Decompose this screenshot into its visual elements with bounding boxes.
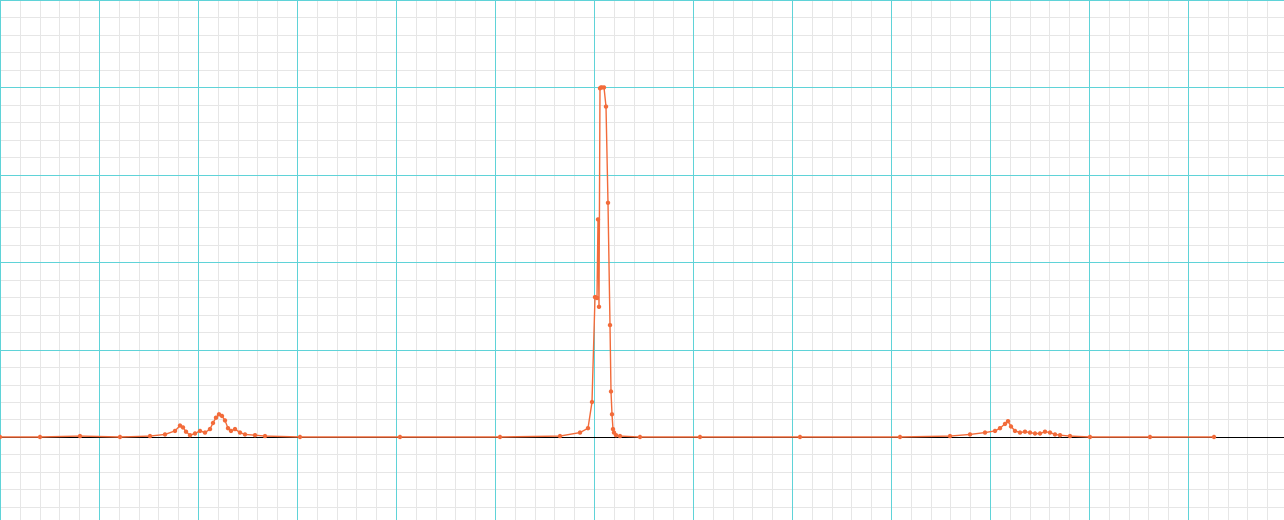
data-point [637, 434, 643, 440]
data-point [1047, 430, 1053, 435]
data-point [222, 418, 228, 423]
data-point [1037, 431, 1043, 436]
data-point [603, 104, 609, 109]
data-point [147, 433, 153, 439]
data-point [1042, 429, 1048, 434]
data-point [992, 428, 998, 434]
data-point [982, 430, 988, 435]
data-point [967, 432, 973, 437]
data-point [183, 429, 189, 434]
data-point [197, 428, 203, 434]
data-point [1057, 433, 1063, 438]
data-point [897, 434, 903, 440]
data-point [213, 415, 219, 420]
data-point [0, 434, 3, 440]
data-point [1002, 421, 1008, 427]
data-point [162, 432, 168, 437]
data-points [0, 85, 1217, 440]
data-point [37, 434, 43, 440]
data-point [187, 433, 193, 438]
data-point [242, 432, 248, 437]
data-point [219, 413, 225, 419]
data-point [1052, 432, 1058, 437]
data-point [172, 428, 178, 434]
data-point [1147, 434, 1153, 440]
data-point [207, 426, 213, 432]
data-point [228, 428, 234, 434]
data-point [609, 412, 615, 417]
data-point [225, 426, 231, 431]
data-point [594, 295, 600, 301]
data-point [77, 433, 83, 439]
data-point [605, 200, 611, 205]
data-point [192, 431, 198, 436]
data-point [608, 389, 614, 394]
data-point [997, 426, 1003, 431]
data-point [1017, 430, 1023, 435]
data-point [497, 434, 503, 440]
data-point [202, 430, 208, 435]
data-point [613, 433, 619, 438]
data-point [610, 426, 616, 432]
data-point [232, 426, 238, 432]
data-point [397, 434, 403, 440]
data-point [297, 434, 303, 440]
data-point [617, 433, 623, 439]
data-point [697, 434, 703, 440]
data-point [210, 420, 216, 426]
data-point [180, 425, 186, 430]
data-point [237, 430, 243, 435]
data-point [1027, 430, 1033, 435]
data-point [596, 304, 602, 309]
data-point [589, 399, 595, 405]
data-point [797, 434, 803, 440]
data-point [1012, 428, 1018, 434]
data-point [1032, 431, 1038, 436]
data-point [607, 322, 613, 328]
data-point [252, 433, 258, 438]
data-point [577, 430, 583, 435]
data-point [595, 217, 601, 222]
data-point [1005, 419, 1011, 424]
data-point [557, 433, 563, 439]
data-point [117, 434, 123, 440]
data-point [601, 85, 607, 90]
data-point [1022, 429, 1028, 434]
data-point [1008, 424, 1014, 429]
data-point [262, 433, 268, 439]
data-point [947, 433, 953, 439]
data-point [585, 426, 591, 431]
data-point [1211, 434, 1217, 440]
data-point [1087, 434, 1093, 440]
data-point [1067, 433, 1073, 439]
